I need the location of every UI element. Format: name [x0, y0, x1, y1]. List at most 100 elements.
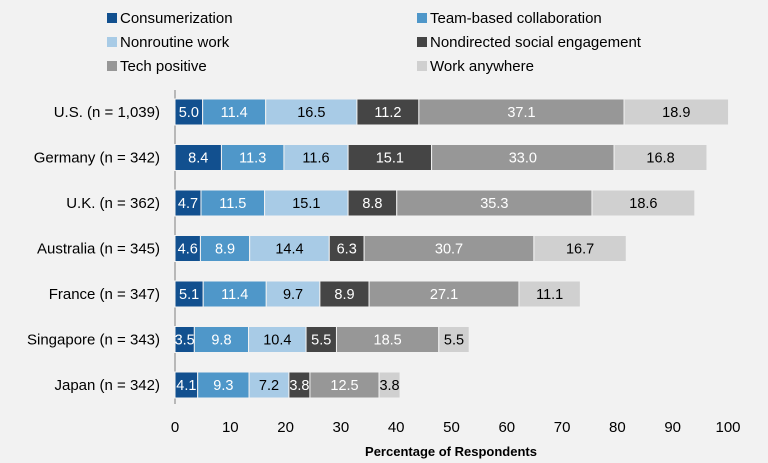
x-tick-label: 60 — [498, 419, 515, 436]
data-label-tech-positive: 33.0 — [509, 151, 537, 167]
bar-segment-nondirected-social-engagement — [347, 189, 398, 217]
category-label: U.S. (n = 1,039) — [54, 104, 160, 121]
category-label: Australia (n = 345) — [37, 241, 160, 258]
bar-row-japan-n-342: 4.1 9.3 7.2 3.8 12.5 3.8 — [174, 371, 401, 399]
x-tick-label: 70 — [554, 419, 571, 436]
x-tick-label: 20 — [277, 419, 294, 436]
category-label: Germany (n = 342) — [34, 150, 160, 167]
data-label-nondirected-social-engagement: 5.5 — [311, 333, 331, 349]
x-tick-label: 90 — [664, 419, 681, 436]
legend-swatch-work-anywhere — [417, 61, 427, 71]
bar-segment-tech-positive — [396, 189, 593, 217]
bar-segment-nonroutine-work — [264, 189, 349, 217]
data-label-team-based-collaboration: 8.9 — [215, 242, 235, 258]
data-label-team-based-collaboration: 9.8 — [211, 333, 231, 349]
bar-row-germany-n-342: 8.4 11.3 11.6 15.1 33.0 16.8 — [174, 144, 708, 171]
legend-label-consumerization: Consumerization — [120, 10, 233, 27]
data-label-work-anywhere: 5.5 — [444, 333, 464, 349]
data-label-consumerization: 5.0 — [179, 105, 199, 121]
data-label-team-based-collaboration: 11.5 — [219, 196, 246, 212]
data-label-tech-positive: 35.3 — [480, 196, 508, 212]
data-label-tech-positive: 27.1 — [430, 287, 458, 303]
data-label-tech-positive: 30.7 — [435, 242, 463, 258]
x-tick-label: 30 — [333, 419, 350, 436]
data-label-work-anywhere: 18.9 — [662, 105, 690, 121]
data-label-work-anywhere: 11.1 — [536, 287, 563, 303]
bar-segment-team-based-collaboration — [197, 371, 250, 399]
data-label-nondirected-social-engagement: 11.2 — [374, 105, 401, 121]
bar-segment-nonroutine-work — [283, 144, 349, 171]
category-labels: U.S. (n = 1,039) Germany (n = 342) U.K. (n… — [27, 104, 160, 394]
data-label-team-based-collaboration: 11.4 — [221, 287, 248, 303]
x-tick-labels: 0 10 20 30 40 50 60 70 80 90 100 — [171, 419, 741, 436]
legend: Consumerization Team-based collaboration N… — [107, 10, 642, 75]
x-tick-label: 80 — [609, 419, 626, 436]
data-label-nonroutine-work: 7.2 — [259, 378, 279, 394]
legend-label-nonroutine-work: Nonroutine work — [120, 34, 230, 51]
data-label-consumerization: 4.1 — [176, 378, 196, 394]
data-label-nonroutine-work: 10.4 — [263, 333, 291, 349]
data-label-consumerization: 8.4 — [188, 151, 208, 167]
data-label-work-anywhere: 16.8 — [646, 151, 674, 167]
bar-segment-consumerization — [174, 235, 201, 262]
data-label-team-based-collaboration: 11.3 — [239, 151, 266, 167]
bar-segment-nondirected-social-engagement — [319, 280, 370, 308]
legend-swatch-team-based-collaboration — [417, 13, 427, 23]
data-label-work-anywhere: 3.8 — [379, 378, 399, 394]
bar-segment-tech-positive — [335, 326, 440, 353]
bar-row-u-k-n-362: 4.7 11.5 15.1 8.8 35.3 18.6 — [174, 189, 696, 217]
bar-segment-nonroutine-work — [265, 280, 321, 308]
bar-segment-tech-positive — [363, 235, 535, 262]
bar-segment-team-based-collaboration — [202, 98, 267, 126]
data-label-team-based-collaboration: 9.3 — [213, 378, 233, 394]
data-label-nondirected-social-engagement: 8.9 — [334, 287, 354, 303]
bar-segment-tech-positive — [309, 371, 380, 399]
bar-segment-tech-positive — [368, 280, 520, 308]
bar-segment-nonroutine-work — [265, 98, 358, 126]
bar-segment-work-anywhere — [438, 326, 470, 353]
category-label: France (n = 347) — [49, 286, 160, 303]
category-label: Japan (n = 342) — [55, 377, 161, 394]
legend-swatch-nonroutine-work — [107, 37, 117, 47]
data-label-nonroutine-work: 11.6 — [302, 151, 329, 167]
data-label-nondirected-social-engagement: 3.8 — [289, 378, 309, 394]
bar-row-france-n-347: 5.1 11.4 9.7 8.9 27.1 11.1 — [174, 280, 581, 308]
data-label-consumerization: 4.7 — [178, 196, 198, 212]
x-tick-label: 100 — [715, 419, 740, 436]
legend-swatch-consumerization — [107, 13, 117, 23]
data-label-nonroutine-work: 9.7 — [283, 287, 303, 303]
data-label-consumerization: 4.6 — [178, 242, 198, 258]
bar-segment-tech-positive — [431, 144, 615, 171]
x-tick-label: 0 — [171, 419, 179, 436]
data-label-tech-positive: 18.5 — [374, 333, 402, 349]
bar-segment-work-anywhere — [591, 189, 696, 217]
x-axis-title: Percentage of Respondents — [365, 444, 537, 459]
x-tick-label: 40 — [388, 419, 405, 436]
data-label-nondirected-social-engagement: 8.8 — [362, 196, 382, 212]
data-label-consumerization: 5.1 — [179, 287, 199, 303]
bar-row-australia-n-345: 4.6 8.9 14.4 6.3 30.7 16.7 — [174, 235, 627, 262]
category-label: U.K. (n = 362) — [66, 195, 160, 212]
data-label-team-based-collaboration: 11.4 — [221, 105, 248, 121]
x-tick-label: 10 — [222, 419, 239, 436]
data-label-consumerization: 3.5 — [175, 333, 195, 349]
bar-segment-work-anywhere — [623, 98, 730, 126]
bar-segment-nonroutine-work — [249, 235, 330, 262]
legend-label-tech-positive: Tech positive — [120, 58, 207, 75]
bar-segment-team-based-collaboration — [202, 280, 267, 308]
data-label-nondirected-social-engagement: 15.1 — [376, 151, 404, 167]
data-label-nondirected-social-engagement: 6.3 — [337, 242, 357, 258]
bar-row-u-s-n-1-039: 5.0 11.4 16.5 11.2 37.1 18.9 — [174, 98, 730, 126]
legend-label-team-based-collaboration: Team-based collaboration — [430, 10, 602, 27]
bar-segment-team-based-collaboration — [199, 235, 251, 262]
bar-segment-work-anywhere — [613, 144, 708, 171]
legend-swatch-nondirected-social-engagement — [417, 37, 427, 47]
bar-segment-work-anywhere — [378, 371, 401, 399]
legend-swatch-tech-positive — [107, 61, 117, 71]
data-label-nonroutine-work: 14.4 — [275, 242, 303, 258]
x-tick-label: 50 — [443, 419, 460, 436]
bar-segment-work-anywhere — [533, 235, 627, 262]
bar-segment-work-anywhere — [518, 280, 581, 308]
bars: 5.0 11.4 16.5 11.2 37.1 18.9 8.4 11.3 11.6 15.1 33… — [174, 98, 730, 399]
